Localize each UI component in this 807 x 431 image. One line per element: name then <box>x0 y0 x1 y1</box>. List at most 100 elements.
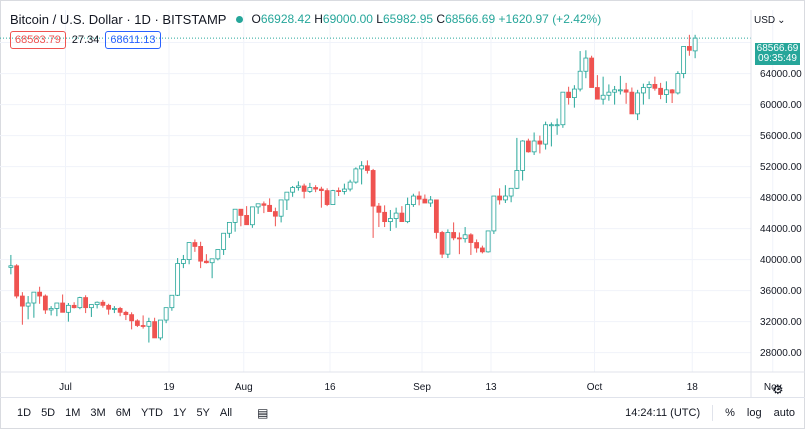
candle-body <box>42 295 48 311</box>
range-button-all[interactable]: All <box>219 407 233 419</box>
candle-body <box>525 140 531 153</box>
candle-body <box>686 46 692 51</box>
candle-body <box>612 89 618 93</box>
candle <box>497 188 503 205</box>
range-button-5y[interactable]: 5Y <box>196 407 210 419</box>
candle-body <box>198 246 204 262</box>
candle-body <box>566 91 572 98</box>
candle <box>359 161 365 185</box>
candle <box>589 55 595 88</box>
candle-body <box>37 291 43 297</box>
candle-body <box>658 87 664 95</box>
candle <box>456 232 462 255</box>
low-label: L <box>376 12 383 26</box>
candle <box>508 187 514 203</box>
bar-countdown: 09:35:49 <box>758 53 797 64</box>
candle <box>215 249 221 261</box>
candle-body <box>14 265 20 297</box>
range-button-ytd[interactable]: YTD <box>140 407 163 419</box>
clock[interactable]: 14:24:11 (UTC) <box>625 407 701 419</box>
candle <box>370 168 376 238</box>
range-button-1y[interactable]: 1Y <box>172 407 187 419</box>
candle <box>623 82 629 104</box>
candle <box>226 221 232 238</box>
candle <box>445 229 451 259</box>
candle-body <box>244 215 250 226</box>
candle <box>428 196 434 207</box>
candle-body <box>514 170 520 189</box>
close-value: 68566.69 <box>445 12 496 26</box>
candle <box>146 317 152 343</box>
range-button-3m[interactable]: 3M <box>90 407 106 419</box>
x-tick-label: Nov <box>764 382 782 393</box>
candle <box>485 230 491 253</box>
toolbar-right: 14:24:11 (UTC) % log auto <box>625 398 795 428</box>
candle <box>307 182 313 193</box>
candle-body <box>60 302 66 313</box>
candle-body <box>543 124 549 145</box>
candle-body <box>111 308 117 310</box>
candle-body <box>88 304 94 309</box>
candle-body <box>577 70 583 90</box>
candle-body <box>520 140 526 171</box>
x-tick-label: Jul <box>59 382 72 393</box>
candle-body <box>272 211 278 217</box>
grid-lines <box>0 10 774 372</box>
candle-body <box>341 188 347 192</box>
candle-body <box>318 188 324 192</box>
calendar-range-icon[interactable]: ▤ <box>257 406 269 420</box>
gear-icon[interactable]: ⚙ <box>772 382 784 397</box>
log-toggle[interactable]: log <box>746 407 762 419</box>
candle-body <box>474 242 480 249</box>
candle-body <box>675 73 681 94</box>
candle <box>336 187 342 197</box>
candle <box>209 258 215 279</box>
sell-price-button[interactable]: 68583.79 <box>10 31 66 49</box>
candle-body <box>347 181 353 190</box>
candle <box>548 122 554 147</box>
symbol-title[interactable]: Bitcoin / U.S. Dollar · 1D · BITSTAMP <box>10 11 227 27</box>
percent-toggle[interactable]: % <box>725 407 735 419</box>
last-price-value: 68566.69 <box>756 43 799 54</box>
candle-body <box>393 212 399 219</box>
candle-body <box>221 232 227 250</box>
buy-price-button[interactable]: 68611.13 <box>105 31 161 49</box>
high-label: H <box>314 12 323 26</box>
candle <box>405 197 411 224</box>
candle-body <box>152 321 158 339</box>
candle <box>106 303 112 315</box>
candle <box>451 222 457 241</box>
candle <box>520 140 526 181</box>
candle-body <box>140 325 146 327</box>
range-button-1m[interactable]: 1M <box>65 407 81 419</box>
candle-body <box>301 185 307 192</box>
high-value: 69000.00 <box>322 12 373 26</box>
candle <box>244 206 250 226</box>
range-button-6m[interactable]: 6M <box>115 407 131 419</box>
candle <box>652 76 658 91</box>
candle-body <box>548 124 554 127</box>
candle <box>577 51 583 92</box>
candle <box>376 203 382 228</box>
candle <box>192 239 198 252</box>
candle <box>180 254 186 269</box>
candle <box>324 188 330 207</box>
candle <box>571 85 577 108</box>
candle <box>399 206 405 223</box>
range-button-1d[interactable]: 1D <box>17 407 32 419</box>
currency-selector[interactable]: USD ⌄ <box>754 15 786 26</box>
candle <box>468 233 474 255</box>
candle <box>25 296 31 320</box>
candle <box>681 46 687 79</box>
x-tick-label: Oct <box>587 382 603 393</box>
candle-body <box>405 204 411 223</box>
candle-body <box>370 170 376 207</box>
range-button-5d[interactable]: 5D <box>41 407 56 419</box>
candle <box>560 91 566 128</box>
x-tick-label: Aug <box>235 382 253 393</box>
time-axis[interactable]: Jul19Aug16Sep13Oct18Nov15 <box>59 382 807 393</box>
price-axis[interactable]: 28000.00 32000.00 36000.00 40000.00 44000.00… <box>760 69 802 359</box>
candle-body <box>71 304 77 309</box>
auto-toggle[interactable]: auto <box>773 407 795 419</box>
